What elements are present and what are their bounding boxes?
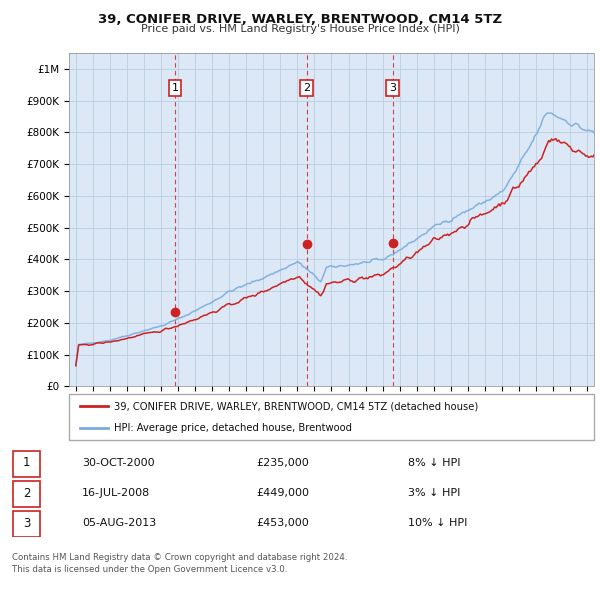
Text: 30-OCT-2000: 30-OCT-2000 <box>82 458 154 468</box>
Text: 3: 3 <box>23 517 30 530</box>
Text: 05-AUG-2013: 05-AUG-2013 <box>82 518 156 528</box>
Text: 2: 2 <box>303 83 310 93</box>
Text: 8% ↓ HPI: 8% ↓ HPI <box>408 458 460 468</box>
Text: 16-JUL-2008: 16-JUL-2008 <box>82 488 150 498</box>
FancyBboxPatch shape <box>13 451 40 477</box>
Text: £449,000: £449,000 <box>256 488 310 498</box>
Text: Contains HM Land Registry data © Crown copyright and database right 2024.: Contains HM Land Registry data © Crown c… <box>12 553 347 562</box>
Text: 3% ↓ HPI: 3% ↓ HPI <box>408 488 460 498</box>
Text: 39, CONIFER DRIVE, WARLEY, BRENTWOOD, CM14 5TZ: 39, CONIFER DRIVE, WARLEY, BRENTWOOD, CM… <box>98 13 502 26</box>
FancyBboxPatch shape <box>13 512 40 537</box>
Text: 2: 2 <box>23 487 30 500</box>
Text: This data is licensed under the Open Government Licence v3.0.: This data is licensed under the Open Gov… <box>12 565 287 574</box>
Text: 1: 1 <box>172 83 179 93</box>
Text: £453,000: £453,000 <box>256 518 309 528</box>
Text: Price paid vs. HM Land Registry's House Price Index (HPI): Price paid vs. HM Land Registry's House … <box>140 24 460 34</box>
Text: 10% ↓ HPI: 10% ↓ HPI <box>408 518 467 528</box>
Text: £235,000: £235,000 <box>256 458 309 468</box>
Text: 1: 1 <box>23 456 30 469</box>
FancyBboxPatch shape <box>13 481 40 507</box>
Text: 3: 3 <box>389 83 396 93</box>
Text: 39, CONIFER DRIVE, WARLEY, BRENTWOOD, CM14 5TZ (detached house): 39, CONIFER DRIVE, WARLEY, BRENTWOOD, CM… <box>113 401 478 411</box>
Text: HPI: Average price, detached house, Brentwood: HPI: Average price, detached house, Bren… <box>113 423 352 433</box>
